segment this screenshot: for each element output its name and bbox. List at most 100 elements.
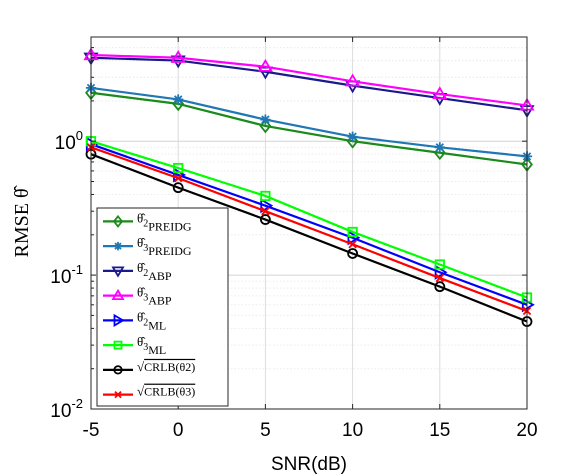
legend-tag: PREIDG bbox=[148, 244, 192, 258]
legend-label: θ̂3PREIDG bbox=[137, 235, 192, 258]
legend-symbol: √ bbox=[137, 359, 145, 374]
series-3 bbox=[83, 47, 535, 111]
y-tick-label: 10-1 bbox=[50, 262, 83, 288]
series-line bbox=[90, 153, 528, 323]
legend-symbol: θ̂ bbox=[137, 334, 146, 349]
legend-label: θ̂2PREIDG bbox=[137, 210, 192, 233]
data-point bbox=[260, 198, 274, 214]
legend-marker bbox=[113, 340, 123, 350]
y-tick-base: 10 bbox=[50, 401, 71, 422]
data-point bbox=[347, 226, 358, 238]
data-point bbox=[260, 114, 271, 125]
legend-label: √CRLB(θ2) bbox=[137, 359, 195, 374]
series-line bbox=[90, 146, 528, 312]
legend-entry: θ̂3ML bbox=[103, 334, 166, 357]
data-point bbox=[259, 214, 271, 225]
data-point bbox=[173, 173, 183, 183]
x-tick-label: 0 bbox=[173, 420, 184, 441]
data-point bbox=[345, 73, 361, 87]
legend-tag: ML bbox=[148, 343, 166, 357]
legend-marker bbox=[113, 241, 123, 251]
data-point bbox=[434, 281, 446, 293]
legend-entry: θ̂2ML bbox=[103, 309, 166, 332]
data-point bbox=[261, 206, 270, 216]
legend-label: θ̂3ML bbox=[137, 334, 166, 357]
y-axis-label: RMSE θ̂ bbox=[11, 184, 33, 257]
series-line bbox=[90, 143, 528, 306]
series-6 bbox=[85, 148, 533, 327]
series-line bbox=[90, 140, 528, 299]
y-tick-label: 100 bbox=[55, 128, 83, 154]
legend-marker bbox=[111, 288, 125, 301]
legend-subscript: 2 bbox=[143, 268, 148, 279]
legend-tag: ABP bbox=[148, 294, 172, 308]
legend-entry: θ̂2PREIDG bbox=[103, 210, 192, 233]
data-point bbox=[172, 182, 184, 194]
legend-tag: ABP bbox=[148, 269, 172, 283]
legend-marker bbox=[113, 365, 123, 375]
legend-tag: ML bbox=[148, 318, 166, 332]
legend-marker bbox=[112, 214, 124, 228]
legend-subscript: 2 bbox=[143, 218, 148, 229]
y-tick-base: 10 bbox=[50, 267, 71, 288]
grid bbox=[90, 36, 528, 410]
legend-entry: √CRLB(θ2) bbox=[103, 359, 195, 375]
data-point bbox=[435, 273, 445, 283]
data-point bbox=[173, 162, 184, 174]
data-point bbox=[260, 190, 271, 202]
x-tick-label: 5 bbox=[260, 420, 271, 441]
legend-symbol: θ̂ bbox=[137, 210, 146, 225]
y-tick-exponent: -2 bbox=[71, 396, 83, 411]
legend-entry: θ̂3ABP bbox=[103, 285, 172, 308]
legend-label: θ̂3ABP bbox=[137, 285, 172, 308]
data-point bbox=[259, 118, 272, 134]
legend-subscript: 3 bbox=[143, 293, 148, 304]
data-point bbox=[347, 248, 359, 259]
legend-tag: CRLB(θ3) bbox=[144, 385, 195, 399]
legend-tag: PREIDG bbox=[148, 219, 192, 233]
x-tick-label: 15 bbox=[429, 420, 450, 441]
legend-symbol: √ bbox=[137, 384, 145, 399]
legend-symbol: θ̂ bbox=[137, 260, 146, 275]
x-tick-label: 10 bbox=[342, 420, 363, 441]
data-point bbox=[347, 131, 358, 142]
legend-entry: θ̂2ABP bbox=[103, 260, 172, 283]
legend-tag: CRLB(θ2) bbox=[144, 360, 195, 374]
data-point bbox=[434, 259, 445, 270]
y-tick-exponent: 0 bbox=[76, 128, 83, 143]
legend-label: √CRLB(θ3) bbox=[137, 384, 195, 399]
legend-marker bbox=[111, 266, 125, 278]
y-tick-label: 10-2 bbox=[50, 396, 83, 422]
legend-entry: √CRLB(θ3) bbox=[103, 384, 195, 399]
legend-subscript: 3 bbox=[143, 243, 148, 254]
data-point bbox=[173, 94, 184, 105]
data-point bbox=[434, 142, 445, 153]
data-point bbox=[170, 49, 186, 63]
legend-subscript: 3 bbox=[143, 342, 148, 353]
data-point bbox=[432, 86, 448, 100]
x-tick-label: 20 bbox=[516, 420, 537, 441]
series-line bbox=[90, 86, 528, 158]
legend-label: θ̂2ABP bbox=[137, 260, 172, 283]
legend-label: θ̂2ML bbox=[137, 309, 166, 332]
series-line bbox=[90, 91, 528, 166]
x-axis-label: SNR(dB) bbox=[271, 454, 347, 475]
plot-frame bbox=[90, 36, 528, 410]
legend-subscript: 2 bbox=[143, 317, 148, 328]
data-point bbox=[348, 240, 357, 249]
series-line bbox=[90, 56, 528, 112]
legend-symbol: θ̂ bbox=[137, 309, 146, 324]
legend-marker bbox=[113, 313, 125, 327]
y-tick-base: 10 bbox=[55, 133, 76, 154]
legend-symbol: θ̂ bbox=[137, 285, 146, 300]
legend-marker bbox=[114, 390, 122, 399]
data-point bbox=[347, 230, 361, 246]
data-point bbox=[257, 58, 273, 72]
legend-entry: θ̂3PREIDG bbox=[103, 235, 192, 258]
x-tick-label: -5 bbox=[83, 420, 100, 441]
series-line bbox=[90, 53, 528, 107]
legend: θ̂2PREIDGθ̂3PREIDGθ̂2ABPθ̂3ABPθ̂2MLθ̂3ML… bbox=[96, 207, 229, 407]
